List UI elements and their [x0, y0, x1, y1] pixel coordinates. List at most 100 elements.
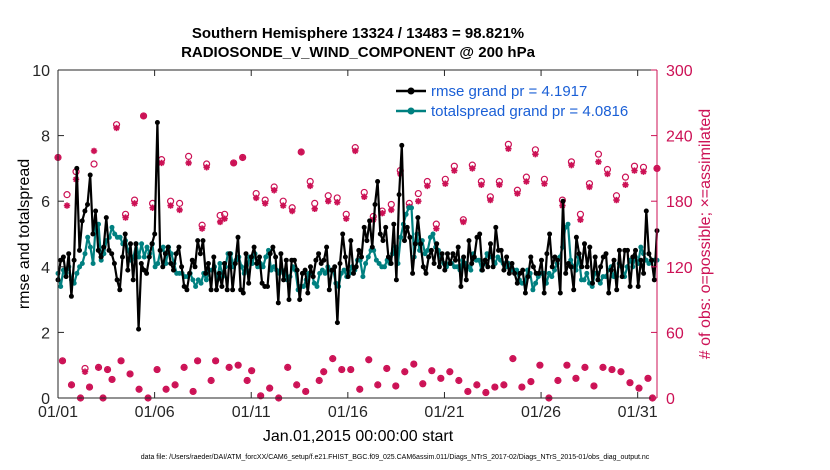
rmse-point: [326, 287, 332, 293]
obs-assimilated-point: [451, 167, 458, 174]
rmse-point: [428, 247, 434, 253]
rmse-point: [138, 261, 144, 266]
y-tick-label: 0: [41, 391, 50, 408]
totalspread-point: [638, 244, 644, 250]
rmse-point: [383, 224, 389, 230]
obs-assimilated-point: [572, 375, 580, 382]
rmse-point: [477, 231, 483, 237]
rmse-point: [504, 254, 510, 260]
obs-assimilated-point: [586, 183, 593, 191]
rmse-point: [407, 234, 413, 240]
rmse-point: [136, 326, 142, 332]
rmse-point: [251, 244, 257, 250]
rmse-point: [391, 221, 397, 227]
obs-assimilated-point: [171, 381, 179, 389]
obs-assimilated-point: [81, 368, 89, 375]
obs-assimilated-point: [635, 384, 643, 392]
rmse-point: [501, 267, 507, 273]
rmse-point: [214, 287, 219, 293]
rmse-point: [95, 247, 101, 253]
rmse-point: [482, 257, 488, 263]
rmse-point: [555, 257, 561, 263]
x-tick-label: 01/26: [521, 404, 561, 421]
rmse-point: [324, 244, 330, 250]
obs-assimilated-point: [86, 383, 93, 391]
totalspread-point: [79, 261, 85, 266]
rmse-point: [453, 257, 458, 263]
rmse-point: [200, 238, 206, 244]
totalspread-point: [203, 277, 209, 283]
obs-assimilated-point: [158, 159, 165, 167]
rmse-point: [418, 241, 424, 247]
obs-assimilated-point: [487, 196, 494, 204]
obs-assimilated-point: [68, 381, 75, 389]
rmse-point: [466, 238, 472, 244]
rmse-point: [625, 247, 630, 253]
obs-assimilated-point: [505, 145, 512, 152]
rmse-point: [603, 251, 609, 257]
rmse-point: [189, 257, 195, 263]
rmse-point: [259, 280, 265, 286]
rmse-point: [412, 241, 418, 247]
obs-assimilated-point: [527, 378, 535, 385]
rmse-point: [111, 261, 117, 266]
rmse-point: [606, 290, 612, 296]
rmse-point: [197, 251, 203, 257]
rmse-series: [55, 120, 660, 332]
obs-assimilated-point: [225, 364, 233, 371]
obs-assimilated-point: [131, 200, 138, 207]
obs-assimilated-point: [221, 215, 228, 222]
rmse-point: [195, 238, 201, 244]
obs-assimilated-point: [424, 182, 431, 190]
rmse-point: [332, 264, 338, 270]
rmse-point: [240, 290, 246, 296]
rmse-point: [388, 261, 394, 266]
rmse-point: [579, 264, 585, 270]
rmse-point: [340, 231, 346, 237]
rmse-point: [318, 261, 324, 266]
obs-assimilated-point: [212, 357, 219, 365]
rmse-point: [608, 267, 614, 273]
obs-assimilated-point: [203, 164, 210, 171]
x-axis-label: Jan.01,2015 00:00:00 start: [263, 428, 454, 445]
obs-assimilated-point: [554, 377, 562, 384]
rmse-point: [227, 251, 233, 257]
rmse-point: [592, 254, 598, 260]
rmse-point: [90, 231, 96, 237]
y-tick-label: 2: [41, 325, 50, 342]
rmse-point: [402, 238, 407, 244]
rmse-point: [243, 251, 249, 257]
rmse-point: [598, 264, 604, 270]
rmse-point: [337, 261, 343, 266]
totalspread-point: [425, 247, 431, 253]
rmse-point: [463, 277, 469, 283]
obs-assimilated-point: [644, 375, 652, 382]
obs-assimilated-point: [604, 170, 611, 178]
rmse-point: [302, 267, 308, 273]
rmse-point: [584, 264, 590, 270]
rmse-point: [595, 277, 601, 283]
rmse-point: [514, 280, 520, 286]
rmse-point: [587, 244, 593, 250]
obs-assimilated-point: [455, 377, 463, 384]
obs-assimilated-point: [216, 218, 224, 226]
totalspread-point: [217, 261, 223, 266]
rmse-point: [498, 247, 504, 253]
obs-assimilated-point: [153, 366, 161, 373]
totalspread-point: [109, 224, 115, 230]
obs-assimilated-point: [361, 193, 368, 201]
rmse-point: [643, 208, 649, 214]
rmse-point: [208, 287, 214, 293]
rmse-point: [614, 287, 620, 293]
totalspread-point: [160, 244, 166, 250]
rmse-point: [633, 247, 638, 253]
rmse-point: [203, 270, 209, 276]
rmse-point: [291, 257, 297, 263]
rmse-point: [493, 224, 499, 230]
rmse-point: [530, 264, 536, 270]
obs-assimilated-point: [59, 357, 66, 365]
rmse-point: [641, 270, 647, 276]
rmse-point: [431, 261, 437, 266]
obs-possible-point: [594, 150, 603, 158]
rmse-point: [313, 257, 319, 263]
